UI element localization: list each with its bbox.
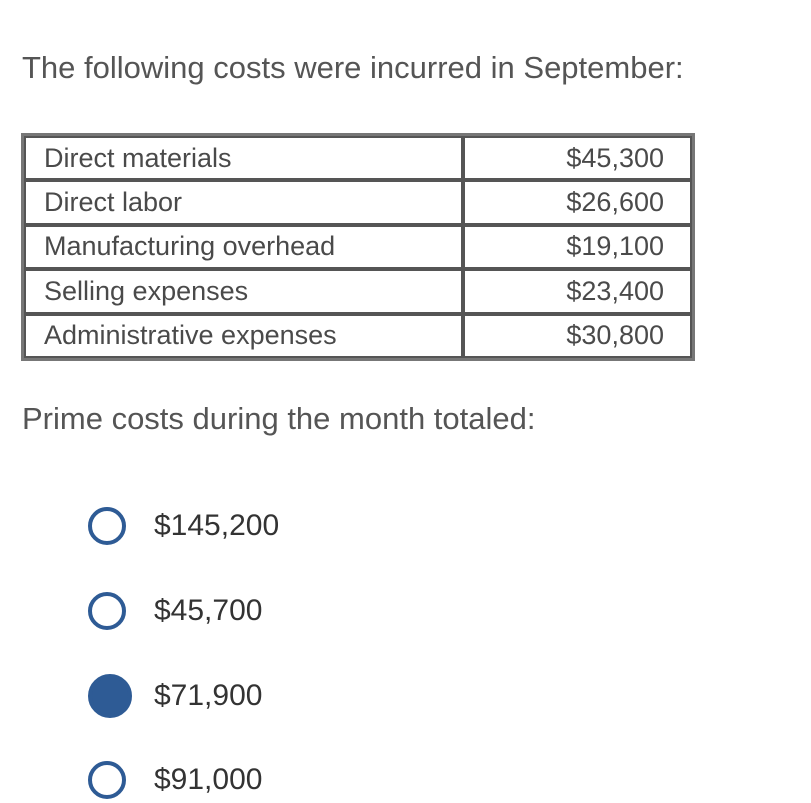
answer-option-2[interactable]: $45,700 bbox=[88, 588, 262, 634]
cost-amount: $19,100 bbox=[463, 224, 692, 270]
answer-option-label: $45,700 bbox=[154, 594, 263, 627]
question-intro: The following costs were incurred in Sep… bbox=[22, 50, 684, 85]
radio-button-selected-icon[interactable] bbox=[88, 674, 132, 718]
table-row: Direct materials $45,300 bbox=[24, 136, 692, 181]
radio-button-unselected-icon[interactable] bbox=[88, 761, 126, 799]
cost-label: Selling expenses bbox=[24, 269, 463, 314]
radio-button-unselected-icon[interactable] bbox=[88, 507, 126, 545]
table-row: Administrative expenses $30,800 bbox=[24, 313, 692, 358]
cost-label: Direct materials bbox=[24, 136, 463, 181]
cost-amount: $45,300 bbox=[463, 136, 692, 181]
cost-table: Direct materials $45,300 Direct labor $2… bbox=[21, 133, 695, 361]
table-row: Direct labor $26,600 bbox=[24, 180, 692, 225]
radio-button-unselected-icon[interactable] bbox=[88, 592, 126, 630]
answer-option-3[interactable]: $71,900 bbox=[88, 673, 262, 719]
cost-amount: $23,400 bbox=[463, 269, 692, 314]
cost-label: Administrative expenses bbox=[24, 313, 463, 358]
table-row: Selling expenses $23,400 bbox=[24, 269, 692, 314]
cost-amount: $26,600 bbox=[463, 180, 692, 225]
answer-option-label: $71,900 bbox=[154, 679, 263, 712]
answer-option-label: $91,000 bbox=[154, 763, 263, 796]
answer-option-1[interactable]: $145,200 bbox=[88, 503, 279, 549]
cost-label: Direct labor bbox=[24, 180, 463, 225]
answer-option-label: $145,200 bbox=[154, 509, 280, 542]
cost-amount: $30,800 bbox=[463, 313, 692, 358]
cost-label: Manufacturing overhead bbox=[24, 224, 463, 270]
answer-option-4[interactable]: $91,000 bbox=[88, 757, 262, 803]
question-prompt: Prime costs during the month totaled: bbox=[22, 401, 536, 436]
table-row: Manufacturing overhead $19,100 bbox=[24, 224, 692, 270]
